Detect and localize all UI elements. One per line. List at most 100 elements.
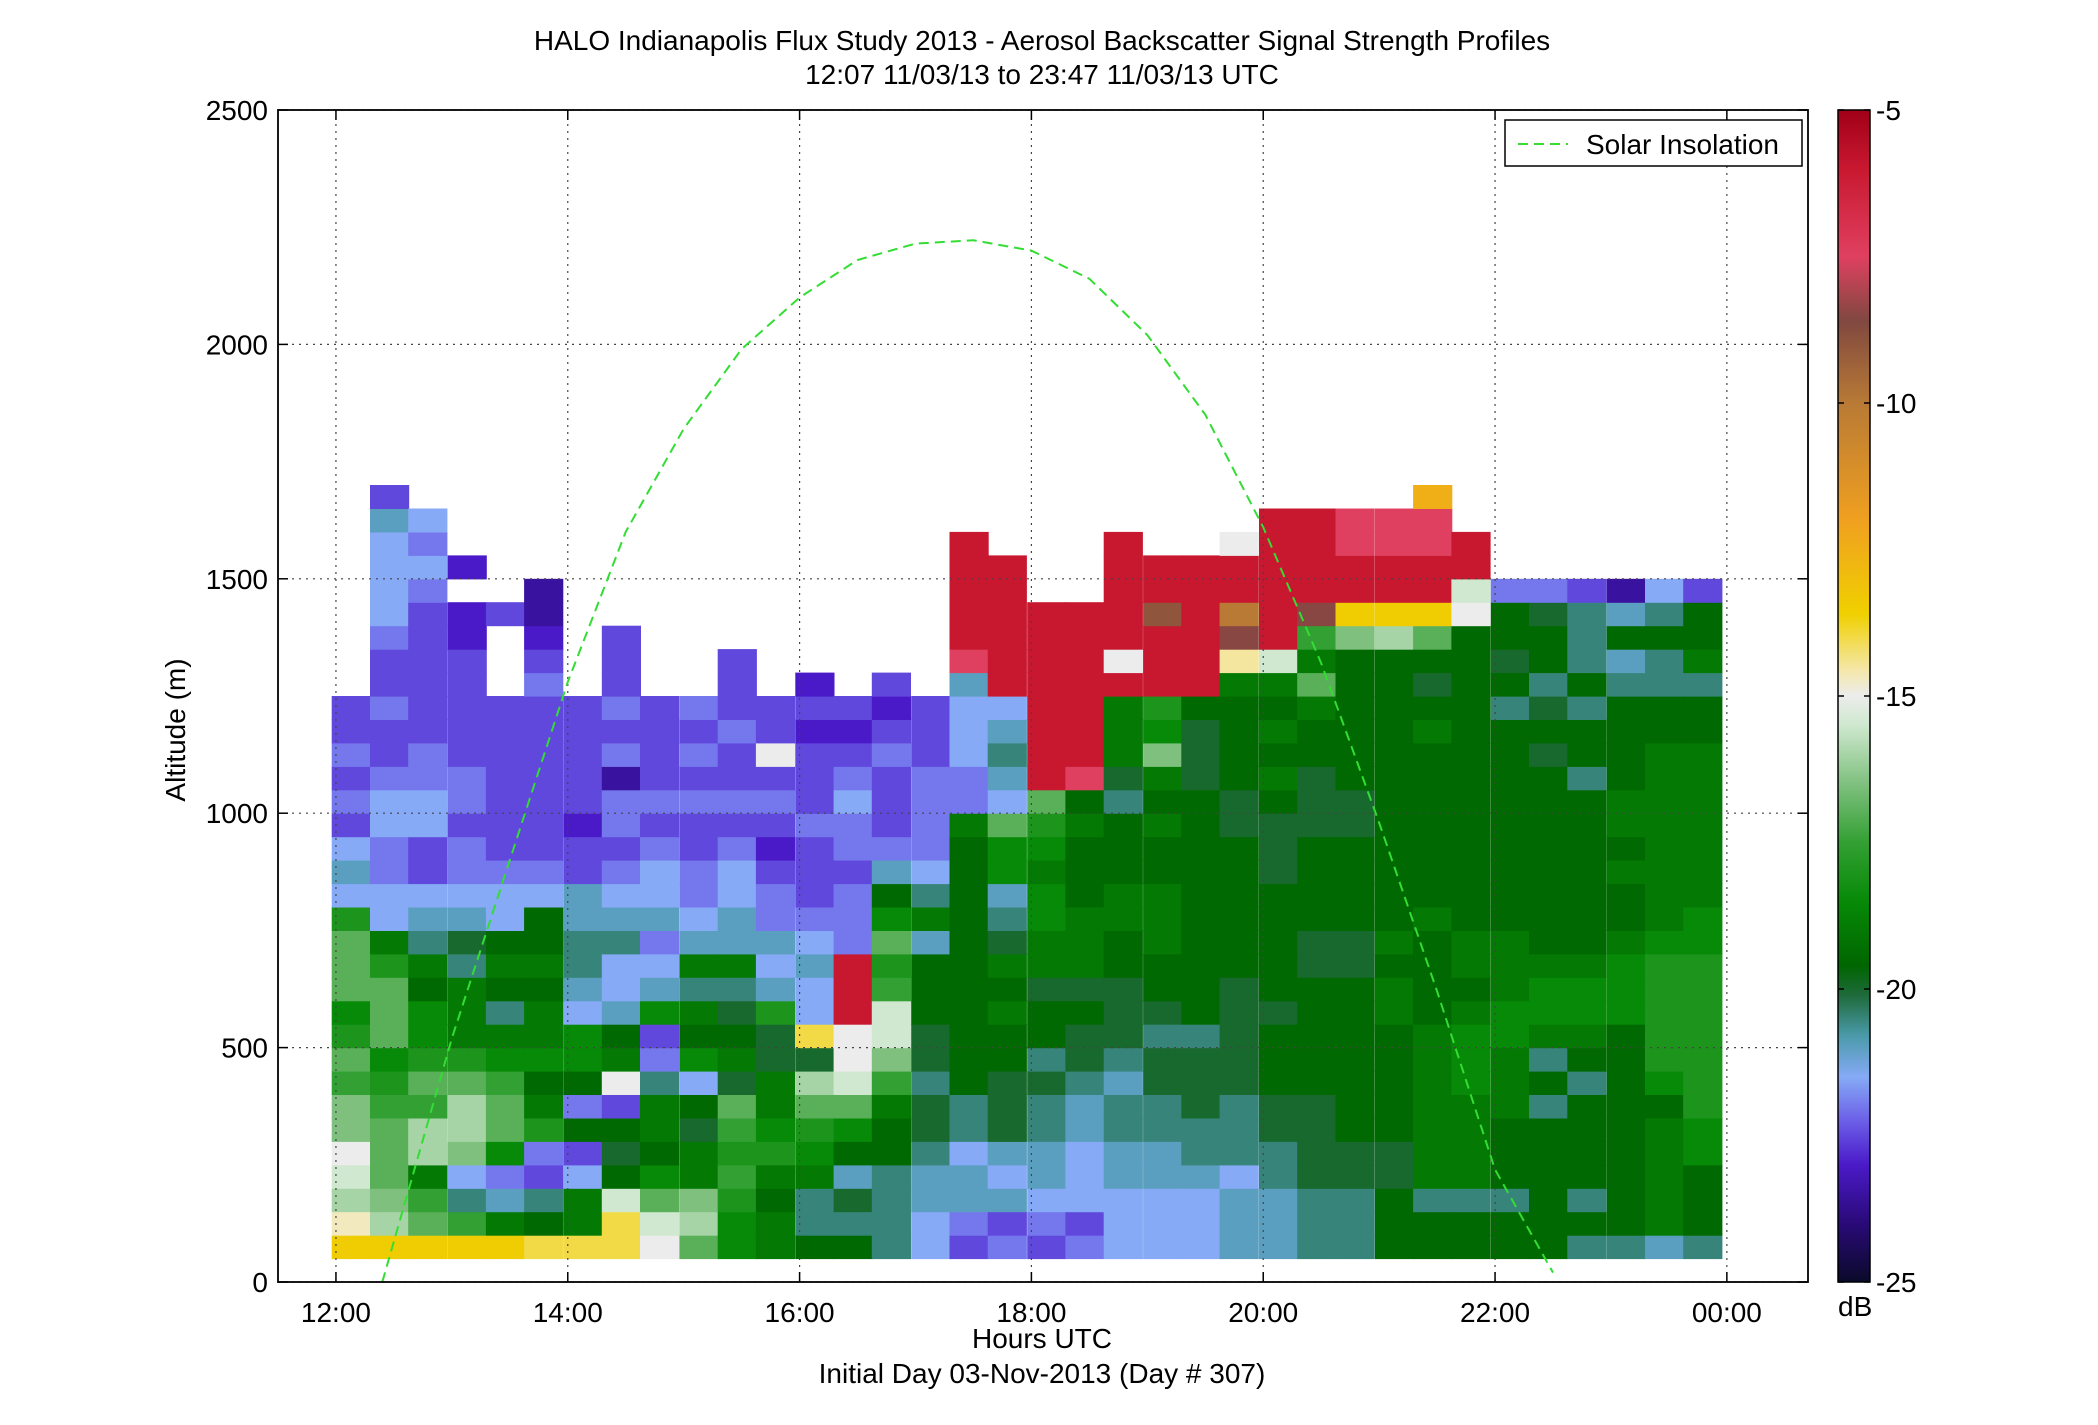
heatmap-cell [447, 883, 487, 908]
heatmap-cell [755, 977, 796, 1002]
heatmap-cell [795, 860, 835, 885]
heatmap-cell [987, 1094, 1027, 1119]
heatmap-cell [447, 1141, 487, 1166]
heatmap-cell [1027, 1164, 1067, 1189]
heatmap-cell [1683, 789, 1723, 814]
heatmap-cell [1645, 813, 1685, 838]
heatmap-cell [1027, 1211, 1067, 1236]
heatmap-cell [1103, 766, 1143, 791]
heatmap-cell [755, 696, 796, 720]
heatmap-cell [1103, 1024, 1143, 1049]
heatmap-cell [370, 742, 410, 767]
colorbar-tick-label: -10 [1876, 388, 1916, 419]
heatmap-cell [949, 672, 989, 697]
heatmap-cell [1683, 1211, 1723, 1236]
heatmap-cell [408, 860, 448, 885]
heatmap-cell [1027, 696, 1067, 720]
heatmap-cell [717, 1117, 757, 1142]
heatmap-cell [485, 907, 526, 931]
heatmap-cell [447, 719, 487, 744]
heatmap-cell [1219, 1094, 1259, 1119]
heatmap-cell [1335, 836, 1375, 861]
heatmap-cell [370, 953, 410, 978]
heatmap-cell [563, 860, 603, 885]
heatmap-cell [987, 766, 1027, 791]
heatmap-cell [370, 1024, 410, 1049]
heatmap-cell [1297, 1071, 1337, 1095]
heatmap-cell [911, 1071, 951, 1095]
heatmap-cell [1645, 1000, 1685, 1025]
heatmap-cell [1297, 1094, 1337, 1119]
heatmap-cell [1451, 836, 1491, 861]
heatmap-cell [795, 1047, 835, 1072]
heatmap-cell [524, 649, 564, 674]
heatmap-cell [1606, 649, 1646, 674]
heatmap-cell [871, 953, 911, 978]
heatmap-cell [1374, 883, 1415, 908]
heatmap-cell [1103, 977, 1143, 1002]
heatmap-cell [1143, 1024, 1183, 1049]
heatmap-cell [949, 555, 989, 580]
heatmap-cell [370, 649, 410, 674]
heatmap-cell [1297, 625, 1337, 650]
heatmap-cell [1027, 1024, 1067, 1049]
heatmap-cell [1567, 930, 1607, 955]
heatmap-cell [1181, 1094, 1221, 1119]
heatmap-cell [911, 1211, 951, 1236]
heatmap-cell [485, 742, 526, 767]
heatmap-cell [1683, 836, 1723, 861]
heatmap-cell [755, 1235, 796, 1260]
heatmap-cell [1451, 789, 1491, 814]
heatmap-cell [1259, 719, 1299, 744]
heatmap-cell [1413, 1164, 1453, 1189]
heatmap-cell [485, 696, 526, 720]
heatmap-cell [1490, 1164, 1530, 1189]
heatmap-cell [601, 1164, 641, 1189]
heatmap-cell [485, 953, 526, 978]
heatmap-cell [408, 672, 448, 697]
heatmap-cell [563, 1141, 603, 1166]
heatmap-cell [1027, 1141, 1067, 1166]
heatmap-cell [1143, 953, 1183, 978]
heatmap-cell [1645, 1117, 1685, 1142]
heatmap-cell [1027, 602, 1067, 627]
heatmap-cell [370, 1117, 410, 1142]
heatmap-cell [1683, 1141, 1723, 1166]
heatmap-cell [331, 1000, 371, 1025]
heatmap-cell [949, 1141, 989, 1166]
heatmap-cell [1490, 1000, 1530, 1025]
heatmap-cell [871, 672, 911, 697]
heatmap-cell [1181, 742, 1221, 767]
heatmap-cell [370, 766, 410, 791]
heatmap-cell [1567, 602, 1607, 627]
heatmap-cell [717, 813, 757, 838]
heatmap-cell [408, 508, 448, 533]
heatmap-cell [987, 1211, 1027, 1236]
heatmap-cell [833, 1094, 873, 1119]
heatmap-cell [1645, 860, 1685, 885]
heatmap-cell [1143, 672, 1183, 697]
heatmap-cell [1181, 1141, 1221, 1166]
heatmap-cell [1413, 930, 1453, 955]
heatmap-cell [755, 883, 796, 908]
heatmap-cell [1413, 836, 1453, 861]
heatmap-cell [717, 766, 757, 791]
heatmap-cell [1374, 1235, 1415, 1260]
heatmap-cell [1374, 1141, 1415, 1166]
y-axis-label: Altitude (m) [160, 658, 191, 801]
heatmap-cell [1490, 977, 1530, 1002]
heatmap-cell [447, 953, 487, 978]
heatmap-cell [1645, 1047, 1685, 1072]
heatmap-cell [1065, 1071, 1105, 1095]
heatmap-cell [1374, 649, 1415, 674]
heatmap-cell [563, 742, 603, 767]
heatmap-cell [1335, 860, 1375, 885]
heatmap-cell [1645, 1141, 1685, 1166]
y-tick-label: 1500 [206, 564, 268, 595]
heatmap-cell [679, 1047, 719, 1072]
heatmap-cell [563, 1235, 603, 1260]
heatmap-cell [833, 1235, 873, 1260]
heatmap-cell [524, 813, 564, 838]
heatmap-cell [1645, 696, 1685, 720]
heatmap-cell [370, 860, 410, 885]
